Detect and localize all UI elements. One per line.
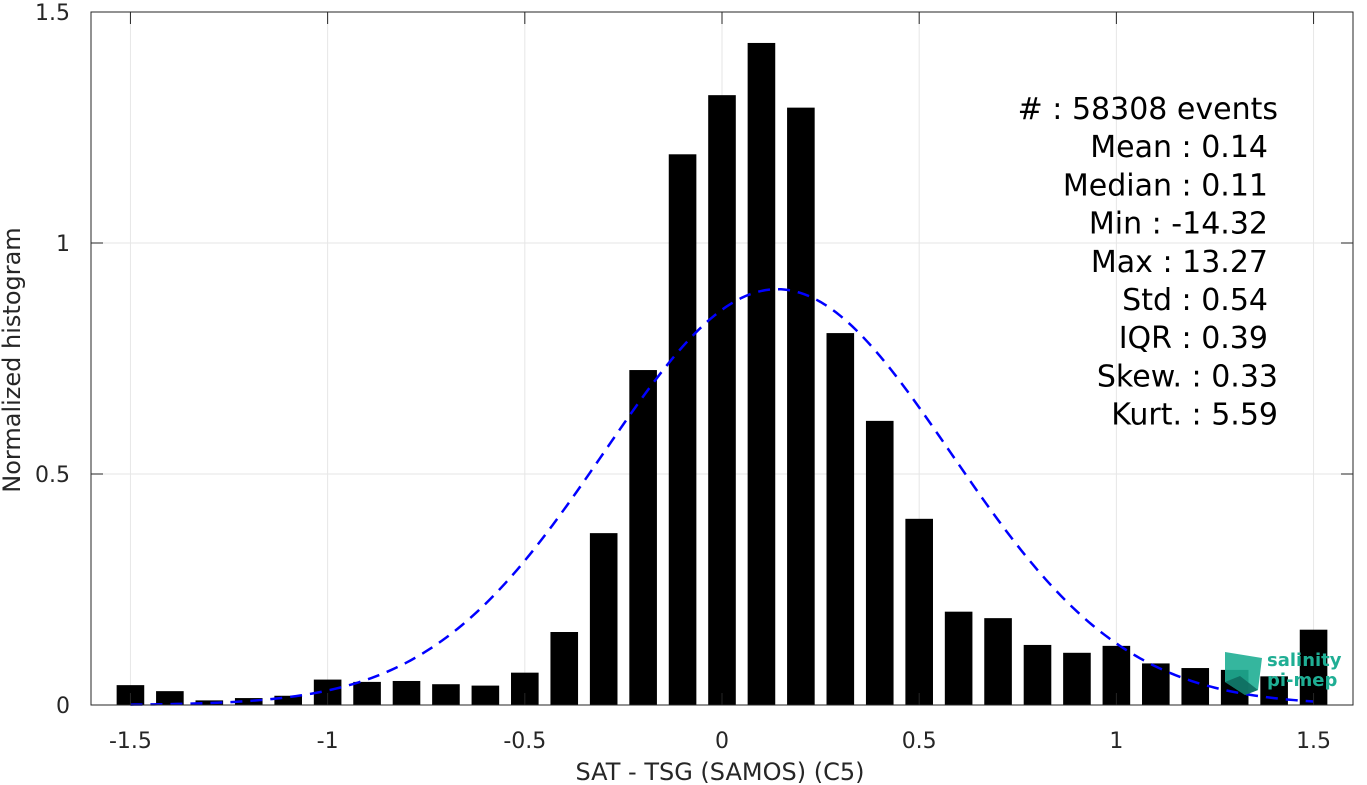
histogram-bar xyxy=(274,695,302,705)
stats-line: # : 58308 events xyxy=(1018,92,1278,127)
stats-line: Min : -14.32 xyxy=(1089,207,1268,242)
histogram-bar xyxy=(156,691,184,705)
histogram-bar xyxy=(826,333,855,705)
histogram-bar xyxy=(629,370,657,705)
histogram-bar xyxy=(708,95,736,705)
y-tick-labels: 0 0.5 1 1.5 xyxy=(35,1,70,719)
histogram-bar xyxy=(865,420,894,705)
histogram-bar xyxy=(787,107,815,705)
histogram-bar xyxy=(747,42,776,706)
histogram-bar xyxy=(1023,644,1052,705)
histogram-bar xyxy=(1142,663,1170,705)
bars xyxy=(116,42,1328,706)
histogram-bar xyxy=(432,684,460,705)
ticks xyxy=(91,11,1353,706)
histogram-bar xyxy=(944,611,973,705)
x-tick-labels: -1.5 -1 -0.5 0 0.5 1 1.5 xyxy=(109,729,1331,754)
histogram-bar xyxy=(1299,629,1328,705)
stats-line: Median : 0.11 xyxy=(1063,168,1268,203)
x-tick-label: 1.5 xyxy=(1296,729,1331,754)
histogram-bar xyxy=(392,680,421,705)
y-tick-label: 0.5 xyxy=(35,463,70,488)
stats-line: Mean : 0.14 xyxy=(1090,130,1268,165)
x-tick-label: 0 xyxy=(715,729,729,754)
histogram-bar xyxy=(589,533,618,705)
x-axis-label: SAT - TSG (SAMOS) (C5) xyxy=(576,758,865,785)
stats-line: Skew. : 0.33 xyxy=(1097,359,1278,394)
histogram-bar xyxy=(905,518,933,705)
stats-line: Std : 0.54 xyxy=(1122,283,1268,318)
stats-line: IQR : 0.39 xyxy=(1119,321,1268,356)
histogram-bar xyxy=(984,618,1012,705)
x-tick-label: 1 xyxy=(1109,729,1123,754)
x-tick-label: -1.5 xyxy=(109,729,152,754)
logo-mark-shade-icon xyxy=(1225,676,1258,695)
histogram-bar xyxy=(550,632,579,705)
histogram-bar xyxy=(1181,668,1210,705)
histogram-bar xyxy=(195,700,224,705)
histogram-bar xyxy=(1063,652,1091,705)
x-tick-label: -1 xyxy=(317,729,339,754)
y-tick-label: 0 xyxy=(56,694,70,719)
x-tick-label: -0.5 xyxy=(503,729,546,754)
histogram-bar xyxy=(353,681,381,705)
histogram-bar xyxy=(471,685,500,705)
stats-line: Kurt. : 5.59 xyxy=(1111,398,1278,433)
logo-text-line1: salinity xyxy=(1267,650,1342,671)
x-tick-label: 0.5 xyxy=(902,729,937,754)
logo-text-line2: pi-mep xyxy=(1267,670,1337,691)
y-axis-label: Normalized histogram xyxy=(0,227,26,492)
histogram-bar xyxy=(234,698,263,705)
stats-line: Max : 13.27 xyxy=(1091,245,1268,280)
histogram-bar xyxy=(668,154,697,705)
y-tick-label: 1 xyxy=(56,232,70,257)
y-tick-label: 1.5 xyxy=(35,1,70,26)
salinity-pi-mep-logo: salinity pi-mep xyxy=(1225,650,1342,695)
histogram-bar xyxy=(1260,676,1288,705)
